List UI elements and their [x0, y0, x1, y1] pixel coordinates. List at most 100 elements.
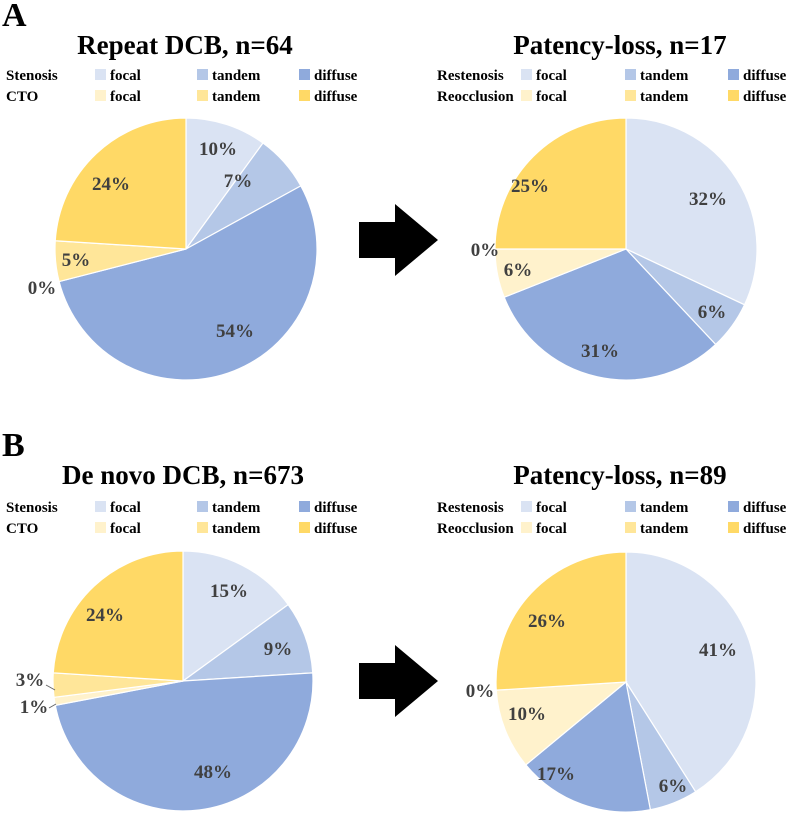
- legend-swatch: [95, 522, 106, 533]
- legend-swatch: [521, 522, 532, 533]
- slice-label: 54%: [216, 321, 254, 342]
- legend-entry-label: tandem: [640, 500, 689, 516]
- slice-label: 24%: [86, 605, 124, 626]
- legend-swatch: [95, 501, 106, 512]
- panel-letter-b: B: [2, 427, 25, 464]
- legend-swatch: [521, 69, 532, 80]
- slice-label: 6%: [698, 302, 727, 323]
- legend-swatch: [197, 69, 208, 80]
- legend-swatch: [625, 90, 636, 101]
- slice-label: 41%: [699, 640, 737, 661]
- pie-slice-stenosis-diffuse: [58, 185, 318, 381]
- legend-entry-label: tandem: [640, 89, 689, 105]
- legend-swatch: [625, 522, 636, 533]
- panel-letter-a: A: [2, 0, 27, 34]
- slice-label: 6%: [504, 260, 533, 281]
- legend-entry-label: diffuse: [314, 89, 358, 105]
- legend-entry-label: focal: [110, 521, 141, 537]
- legend-entry-label: diffuse: [743, 89, 786, 105]
- chart-title: Repeat DCB, n=64: [77, 30, 293, 60]
- legend-swatch: [521, 90, 532, 101]
- leader-line: [48, 703, 57, 709]
- pie-slice-restenosis-focal: [625, 117, 758, 306]
- slice-label: 10%: [199, 139, 237, 160]
- legend-entry-label: tandem: [212, 521, 261, 537]
- pie-slice-reocclusion-diffuse: [494, 117, 627, 250]
- legend-swatch: [299, 90, 310, 101]
- legend-entry-label: focal: [110, 68, 141, 84]
- chart-repeat-dcb: Repeat DCB, n=64 Stenosis focal tandem diffu…: [6, 30, 358, 381]
- legend-swatch: [197, 90, 208, 101]
- pie-slice-restenosis-focal: [625, 551, 757, 793]
- legend-swatch: [625, 69, 636, 80]
- legend-entry-label: tandem: [212, 68, 261, 84]
- pie-slice-stenosis-focal: [182, 550, 290, 683]
- legend-swatch: [521, 501, 532, 512]
- slice-label: 6%: [659, 776, 688, 797]
- pie-slice-cto-diffuse: [54, 117, 187, 250]
- legend-row-label: Restenosis: [437, 500, 504, 516]
- chart-title: De novo DCB, n=673: [62, 460, 304, 490]
- pie-slice-reocclusion-focal: [495, 681, 628, 766]
- legend-row-label: CTO: [6, 89, 38, 105]
- legend-swatch: [95, 69, 106, 80]
- legend-entry-label: tandem: [212, 89, 261, 105]
- legend-row-label: Reocclusion: [437, 521, 514, 537]
- legend-row-label: Reocclusion: [437, 89, 514, 105]
- legend-entry-label: diffuse: [743, 521, 786, 537]
- legend-row-label: Stenosis: [6, 500, 58, 516]
- pie-slice-restenosis-diffuse: [524, 680, 652, 813]
- legend-entry-label: focal: [536, 521, 567, 537]
- legend-swatch: [299, 522, 310, 533]
- slice-label: 10%: [508, 704, 546, 725]
- arrow-icon: [359, 204, 438, 276]
- legend-swatch: [728, 522, 739, 533]
- legend-entry-label: tandem: [640, 68, 689, 84]
- legend-entry-label: diffuse: [743, 68, 786, 84]
- arrow-icon: [359, 645, 438, 717]
- legend-entry-label: focal: [536, 68, 567, 84]
- legend-entry-label: tandem: [640, 521, 689, 537]
- legend-swatch: [95, 90, 106, 101]
- leader-line: [45, 684, 56, 691]
- legend-row-label: Stenosis: [6, 68, 58, 84]
- slice-label: 1%: [20, 697, 49, 718]
- legend-swatch: [728, 69, 739, 80]
- legend-swatch: [728, 90, 739, 101]
- legend-swatch: [625, 501, 636, 512]
- pie-slice-restenosis-diffuse: [503, 248, 717, 381]
- slice-label: 7%: [224, 171, 253, 192]
- slice-label: 15%: [210, 581, 248, 602]
- legend-entry-label: focal: [110, 89, 141, 105]
- legend-swatch: [197, 501, 208, 512]
- slice-label: 3%: [16, 670, 45, 691]
- pie-slice-cto-diffuse: [52, 550, 184, 682]
- legend-entry-label: diffuse: [314, 68, 358, 84]
- legend-entry-label: focal: [110, 500, 141, 516]
- pie-slice-stenosis-diffuse: [54, 672, 314, 812]
- pie-slice-stenosis-focal: [185, 117, 264, 251]
- legend-swatch: [197, 522, 208, 533]
- slice-label: 24%: [92, 174, 130, 195]
- legend-row-label: Restenosis: [437, 68, 504, 84]
- pie-slice-reocclusion-diffuse: [495, 551, 627, 691]
- legend-entry-label: diffuse: [314, 500, 358, 516]
- legend-swatch: [299, 501, 310, 512]
- legend-entry-label: diffuse: [743, 500, 786, 516]
- legend-entry-label: focal: [536, 500, 567, 516]
- slice-label: 31%: [581, 341, 619, 362]
- slice-label: 48%: [194, 762, 232, 783]
- legend-swatch: [299, 69, 310, 80]
- slice-label: 5%: [62, 250, 91, 271]
- slice-label: 32%: [689, 189, 727, 210]
- chart-title: Patency-loss, n=89: [513, 460, 726, 490]
- slice-label: 17%: [537, 764, 575, 785]
- slice-label: 25%: [511, 176, 549, 197]
- slice-label: 0%: [28, 278, 57, 299]
- chart-patency-loss-a: Patency-loss, n=17 Restenosis focal tandem d…: [437, 30, 786, 381]
- slice-label: 26%: [528, 611, 566, 632]
- legend-entry-label: diffuse: [314, 521, 358, 537]
- legend-entry-label: focal: [536, 89, 567, 105]
